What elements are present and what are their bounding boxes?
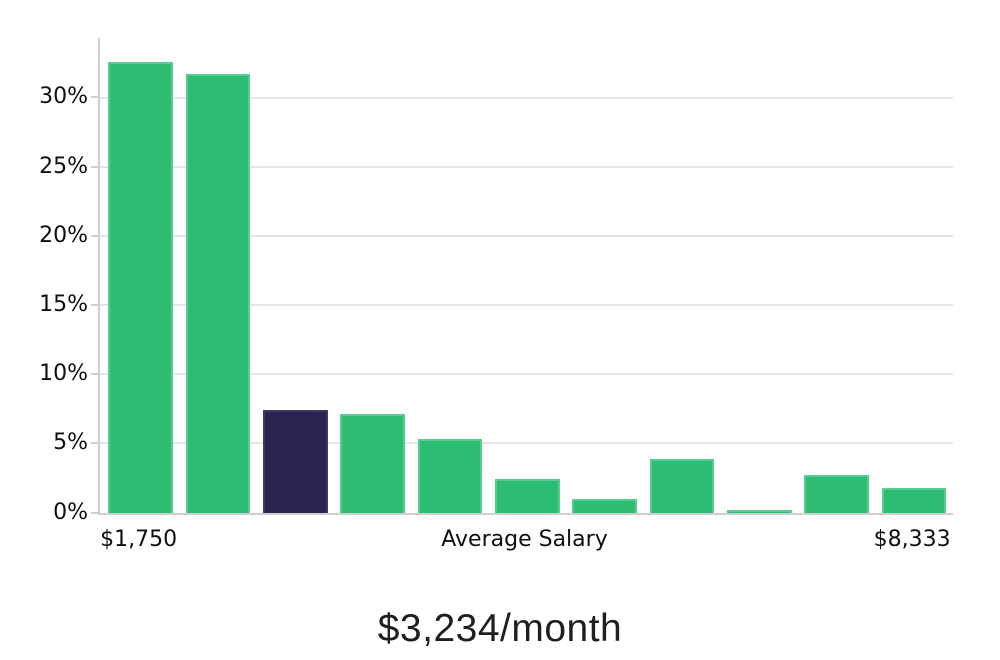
bar [804,475,870,513]
y-tick-mark [91,303,98,306]
gridline [100,96,953,99]
highlight-bar [263,410,328,513]
y-tick-label: 30% [39,84,88,110]
y-tick-label: 5% [53,430,88,456]
gridline [100,304,953,306]
y-tick-label: 0% [53,499,88,525]
bar [340,414,405,513]
y-tick-mark [91,96,98,99]
x-tick-label: $1,750 [100,527,178,552]
bar [108,61,173,513]
y-tick-mark [91,165,98,168]
bar [495,479,560,513]
y-tick-mark [91,442,98,445]
y-tick-mark [91,511,98,514]
y-tick-label: 15% [39,291,88,317]
y-tick-label: 25% [39,153,88,179]
x-tick-label: Average Salary [441,527,608,552]
bar [649,458,715,513]
gridline [100,165,953,168]
bar [881,487,947,513]
bar [572,498,637,513]
x-tick-label: $8,333 [873,527,951,552]
chart-title: $3,234/month [377,607,623,650]
y-tick-mark [91,234,98,237]
bar [185,73,251,513]
gridline [100,234,953,237]
bar [727,509,792,513]
plot-area [98,38,953,515]
gridline [100,442,953,445]
gridline [100,373,953,376]
y-tick-mark [91,373,98,376]
bar [417,439,483,513]
y-tick-label: 10% [39,361,88,387]
y-tick-label: 20% [39,222,88,248]
